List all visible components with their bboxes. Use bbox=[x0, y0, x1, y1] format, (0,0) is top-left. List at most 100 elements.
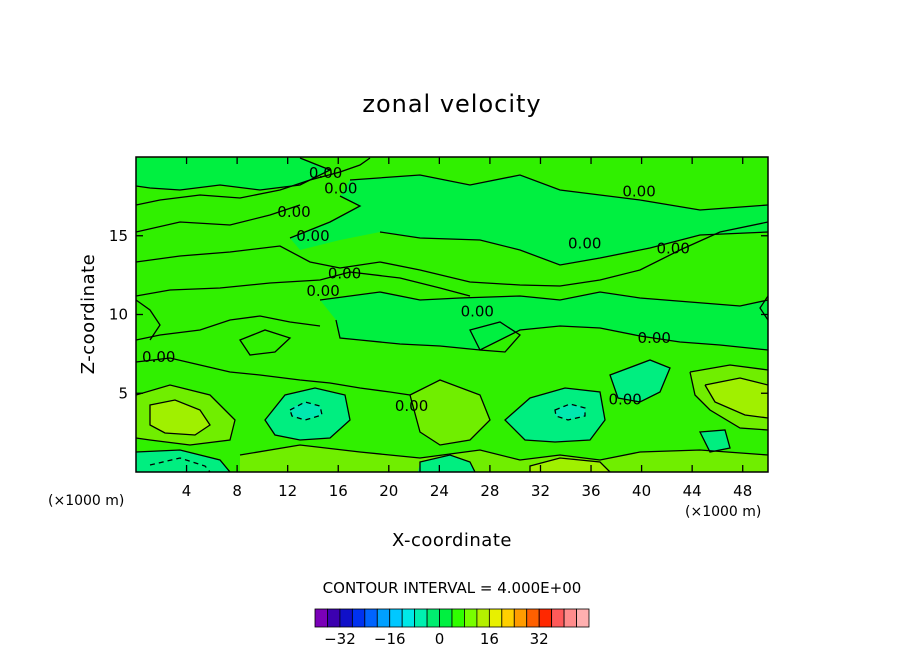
field-region bbox=[290, 175, 768, 265]
y-axis-label: Z-coordinate bbox=[78, 254, 99, 375]
x-tick-label: 12 bbox=[278, 482, 297, 500]
chart-title: zonal velocity bbox=[362, 90, 541, 118]
contour-labels: 0.000.000.000.000.000.000.000.000.00 0.00… bbox=[142, 164, 690, 415]
y-tick-label: 15 bbox=[109, 227, 128, 245]
contour-label: 0.00 bbox=[568, 235, 601, 253]
x-tick-label: 44 bbox=[683, 482, 702, 500]
colorbar-swatch bbox=[501, 608, 515, 628]
colorbar: −32 −16 0 16 32 bbox=[314, 608, 590, 648]
contour-line bbox=[136, 315, 411, 396]
contour-label: 0.00 bbox=[656, 239, 689, 257]
contour-label: 0.00 bbox=[309, 164, 342, 182]
contour-label: 0.00 bbox=[328, 265, 361, 283]
contour-line bbox=[319, 291, 768, 307]
x-tick-label: 36 bbox=[581, 482, 600, 500]
contour-line bbox=[289, 195, 768, 266]
contour-line bbox=[264, 387, 351, 441]
contour-line bbox=[136, 271, 471, 297]
colorbar-swatch bbox=[538, 608, 553, 628]
colorbar-swatch bbox=[563, 608, 577, 628]
contour-label: 0.00 bbox=[638, 329, 671, 347]
field-region bbox=[136, 158, 330, 190]
colorbar-swatch bbox=[314, 608, 328, 628]
colorbar-swatch bbox=[576, 608, 590, 628]
contour-line bbox=[136, 295, 768, 341]
contour-line bbox=[239, 329, 292, 356]
colorbar-swatch bbox=[351, 608, 366, 628]
contour-line bbox=[149, 399, 211, 436]
colorbar-swatch bbox=[364, 608, 378, 628]
field-region bbox=[240, 445, 768, 472]
colorbar-swatch bbox=[464, 608, 478, 628]
x-unit-left: (×1000 m) bbox=[48, 493, 124, 509]
contour-line bbox=[504, 387, 606, 443]
contour-label: 0.00 bbox=[622, 183, 655, 201]
field-region bbox=[290, 402, 322, 420]
contour-line bbox=[419, 454, 476, 472]
x-tick-label: 40 bbox=[632, 482, 651, 500]
x-axis-label: X-coordinate bbox=[392, 530, 512, 551]
colorbar-swatch bbox=[526, 608, 540, 628]
colorbar-swatch bbox=[401, 608, 416, 628]
contour-line bbox=[409, 379, 491, 446]
contour-line bbox=[136, 157, 332, 191]
contour-line bbox=[349, 174, 768, 211]
contour-label: 0.00 bbox=[395, 397, 428, 415]
colorbar-tick-label: 16 bbox=[480, 630, 499, 648]
contour-line bbox=[335, 319, 768, 351]
contour-line bbox=[289, 401, 323, 421]
x-tick-label: 28 bbox=[480, 482, 499, 500]
contour-label: 0.00 bbox=[324, 180, 357, 198]
x-tick-label: 24 bbox=[430, 482, 449, 500]
contour-line bbox=[136, 204, 301, 233]
field-region bbox=[705, 378, 768, 418]
contour-lines bbox=[136, 157, 768, 472]
contour-line bbox=[689, 364, 768, 431]
contour-label: 0.00 bbox=[608, 391, 641, 409]
colorbar-swatch bbox=[488, 608, 503, 628]
field-region bbox=[320, 292, 768, 350]
colorbar-swatch bbox=[376, 608, 391, 628]
contour-label: 0.00 bbox=[142, 348, 175, 366]
contour-line bbox=[554, 403, 586, 421]
contour-line bbox=[239, 444, 768, 461]
colorbar-tick-label: 32 bbox=[530, 630, 549, 648]
colorbar-swatch bbox=[551, 608, 565, 628]
contour-line bbox=[136, 221, 768, 287]
colorbar-swatch bbox=[513, 608, 528, 628]
x-tick-label: 20 bbox=[379, 482, 398, 500]
field-region bbox=[410, 380, 490, 445]
contour-line bbox=[469, 321, 521, 353]
y-tick-label: 5 bbox=[118, 384, 128, 402]
contour-line bbox=[698, 429, 731, 453]
field-region bbox=[555, 404, 585, 420]
x-unit-right: (×1000 m) bbox=[685, 504, 761, 520]
contour-label: 0.00 bbox=[461, 302, 494, 320]
contour-label: 0.00 bbox=[296, 227, 329, 245]
colorbar-swatch bbox=[451, 608, 465, 628]
contour-line bbox=[704, 377, 768, 419]
colorbar-swatch bbox=[327, 608, 341, 628]
colorbar-swatch bbox=[389, 608, 403, 628]
x-tick-label: 8 bbox=[232, 482, 242, 500]
field-region bbox=[505, 388, 605, 442]
colorbar-swatch bbox=[426, 608, 440, 628]
x-tick-label: 32 bbox=[531, 482, 550, 500]
colorbar-tick-label: 0 bbox=[435, 630, 445, 648]
field-region bbox=[136, 450, 230, 472]
contour-interval: CONTOUR INTERVAL = 4.000E+00 bbox=[323, 579, 582, 597]
x-tick-label: 48 bbox=[733, 482, 752, 500]
colorbar-swatch bbox=[339, 608, 353, 628]
colorbar-swatch bbox=[476, 608, 490, 628]
y-tick-label: 10 bbox=[109, 306, 128, 324]
contour-label: 0.00 bbox=[277, 203, 310, 221]
contour-line bbox=[609, 359, 671, 403]
x-tick-label: 4 bbox=[182, 482, 192, 500]
field-region bbox=[150, 400, 210, 435]
field-region bbox=[610, 360, 670, 402]
contour-field bbox=[136, 157, 768, 472]
colorbar-swatch bbox=[439, 608, 453, 628]
contour-label: 0.00 bbox=[306, 282, 339, 300]
